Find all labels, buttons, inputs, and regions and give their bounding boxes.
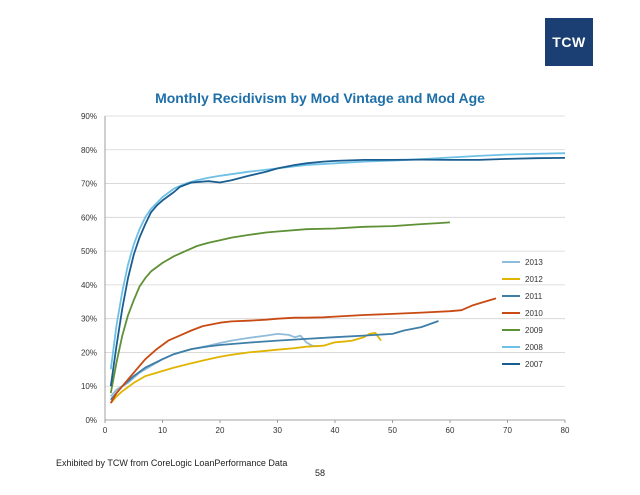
x-tick-label: 30 [273,426,282,435]
x-tick-label: 20 [216,426,225,435]
x-tick-label: 60 [446,426,455,435]
legend-label-2007: 2007 [525,360,543,369]
chart-axes [104,116,566,423]
y-tick-labels: 0% 10% 20% 30% 40% 50% 60% 70% 80% 90% [81,112,97,425]
chart-title: Monthly Recidivism by Mod Vintage and Mo… [155,90,485,106]
x-tick-label: 50 [388,426,397,435]
series-line-2012 [110,332,382,404]
legend-label-2012: 2012 [525,275,543,284]
x-tick-label: 70 [503,426,512,435]
tcw-logo: TCW [545,18,593,66]
x-tick-label: 10 [158,426,167,435]
x-tick-label: 0 [103,426,108,435]
y-tick-label: 90% [81,112,97,121]
series-line-2010 [110,297,497,404]
y-tick-label: 0% [85,416,97,425]
legend-label-2009: 2009 [525,326,543,335]
chart-grid [105,115,565,387]
series-line-2011 [110,320,439,401]
x-tick-label: 40 [331,426,340,435]
legend-label-2013: 2013 [525,258,543,267]
y-tick-label: 50% [81,247,97,256]
legend-label-2008: 2008 [525,343,543,352]
source-note: Exhibited by TCW from CoreLogic LoanPerf… [56,458,288,468]
logo-text: TCW [552,34,586,50]
legend-label-2010: 2010 [525,309,543,318]
y-tick-label: 10% [81,382,97,391]
series-line-2007 [109,157,566,387]
chart-legend: 2013 2012 2011 2010 2009 2008 2007 [502,258,543,369]
series-line-2013 [110,333,318,397]
legend-label-2011: 2011 [525,292,543,301]
series-line-2008 [109,152,566,370]
series-lines [109,152,566,404]
y-tick-label: 70% [81,180,97,189]
y-tick-label: 60% [81,213,97,222]
y-tick-label: 80% [81,146,97,155]
x-tick-label: 80 [561,426,570,435]
series-line-2009 [109,221,451,394]
y-tick-label: 20% [81,348,97,357]
y-tick-label: 40% [81,281,97,290]
page-number: 58 [314,468,325,478]
y-tick-label: 30% [81,315,97,324]
x-tick-labels: 0 10 20 30 40 50 60 70 80 [103,426,570,435]
